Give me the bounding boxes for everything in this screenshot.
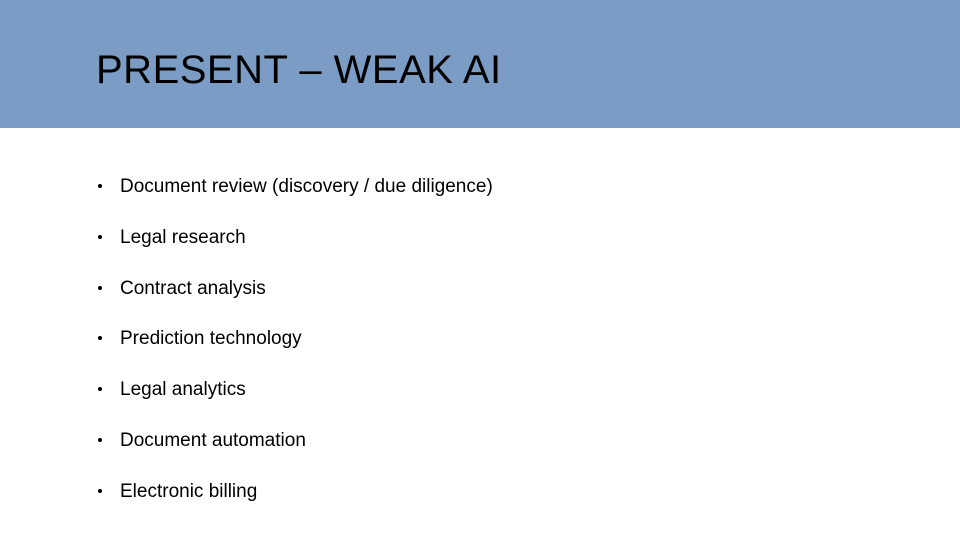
list-item-label: Document review (discovery / due diligen… <box>120 176 493 197</box>
list-item: Prediction technology <box>96 328 876 351</box>
bullet-icon <box>98 438 102 442</box>
bullet-icon <box>98 336 102 340</box>
list-item: Document review (discovery / due diligen… <box>96 176 876 199</box>
bullet-list: Document review (discovery / due diligen… <box>96 176 876 504</box>
slide: PRESENT – WEAK AI Document review (disco… <box>0 0 960 540</box>
list-item: Contract analysis <box>96 278 876 301</box>
bullet-icon <box>98 286 102 290</box>
list-item-label: Legal analytics <box>120 379 246 400</box>
bullet-icon <box>98 387 102 391</box>
list-item-label: Contract analysis <box>120 278 266 299</box>
list-item-label: Document automation <box>120 430 306 451</box>
list-item: Legal research <box>96 227 876 250</box>
bullet-icon <box>98 184 102 188</box>
list-item: Legal analytics <box>96 379 876 402</box>
list-item-label: Electronic billing <box>120 481 257 502</box>
bullet-icon <box>98 235 102 239</box>
bullet-icon <box>98 489 102 493</box>
content-area: Document review (discovery / due diligen… <box>96 176 876 532</box>
list-item-label: Prediction technology <box>120 328 302 349</box>
list-item-label: Legal research <box>120 227 246 248</box>
slide-title: PRESENT – WEAK AI <box>96 48 502 93</box>
list-item: Electronic billing <box>96 481 876 504</box>
list-item: Document automation <box>96 430 876 453</box>
